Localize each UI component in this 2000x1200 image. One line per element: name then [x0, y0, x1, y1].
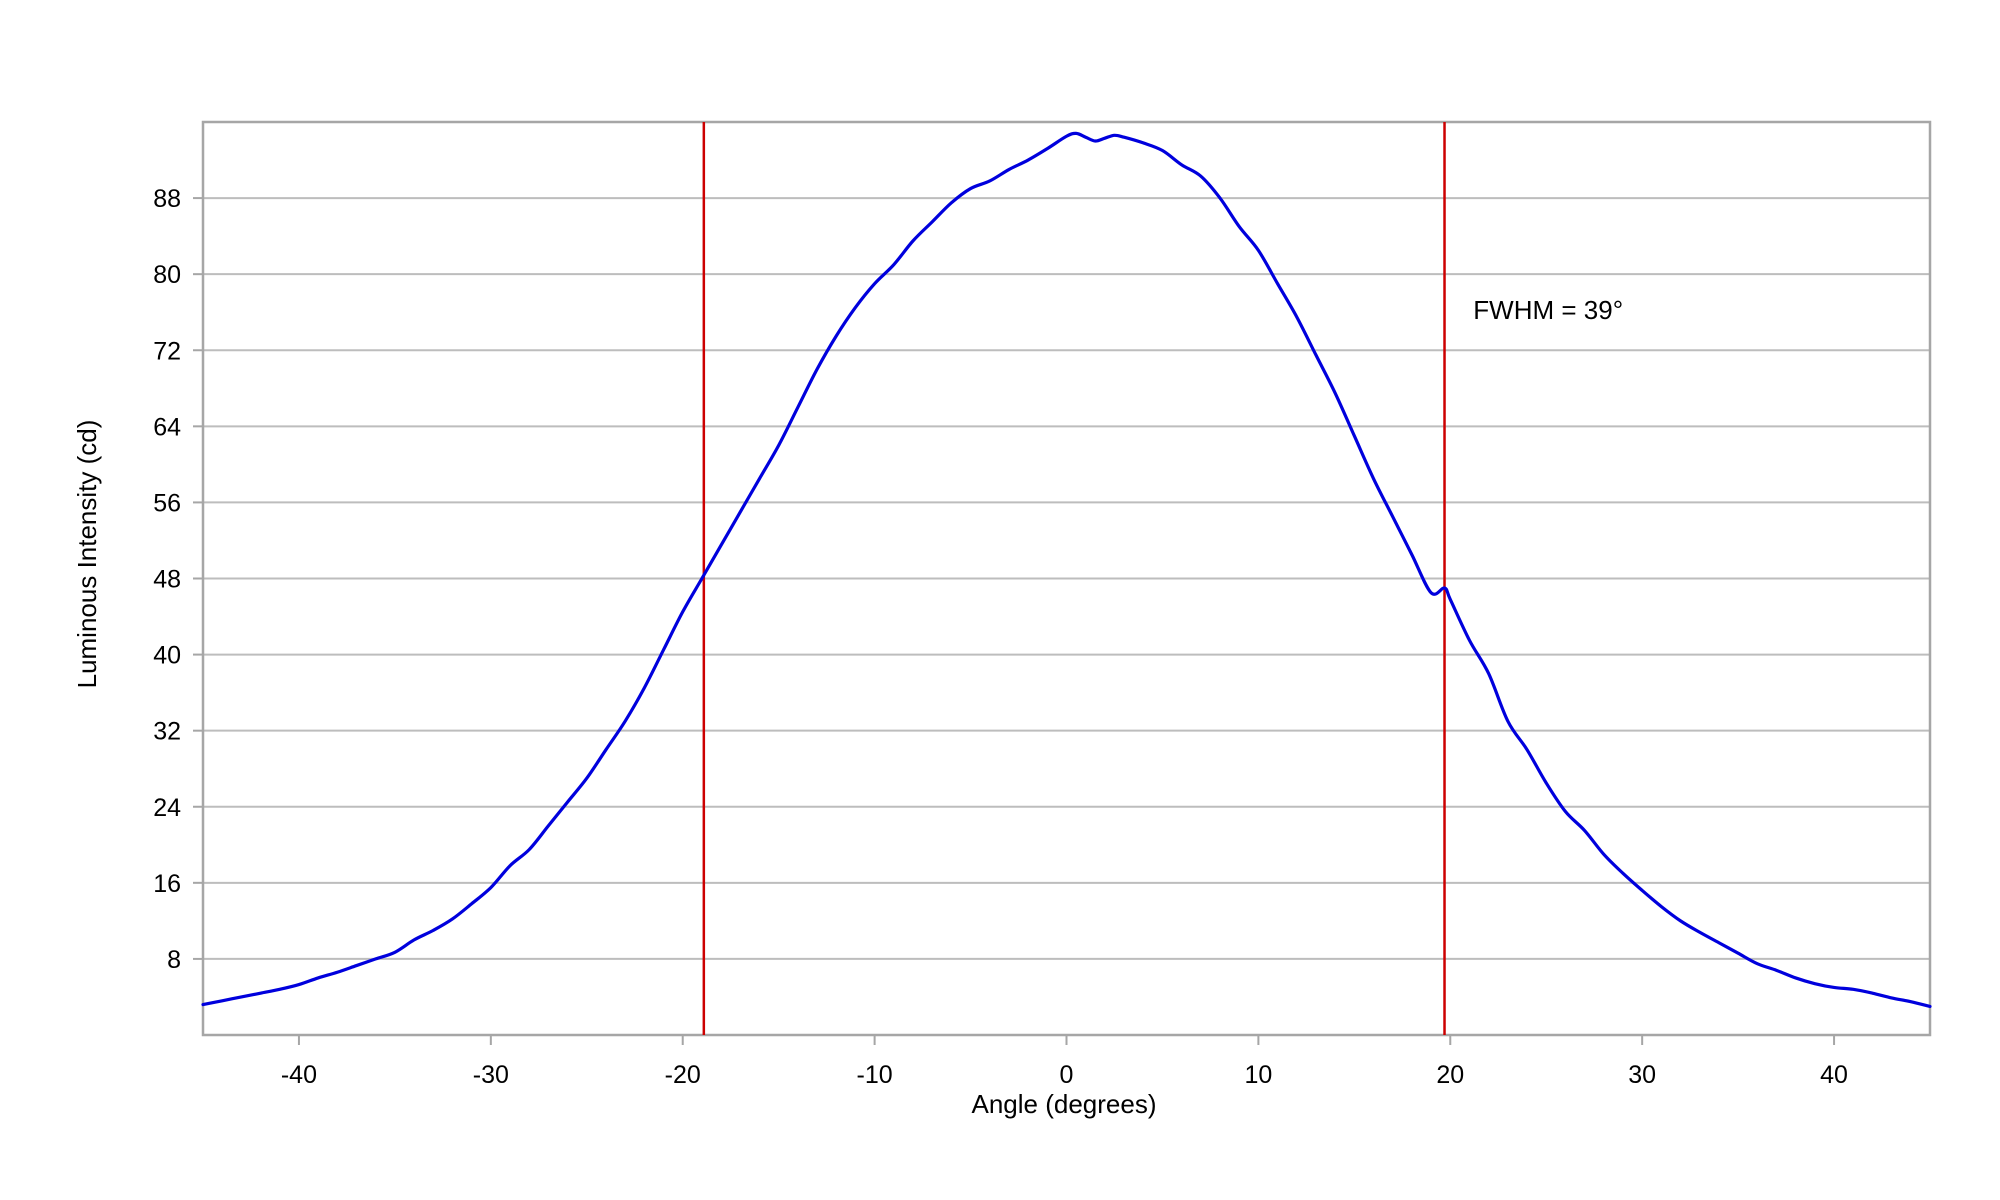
- y-axis-ticks: 8 16 24 32 40 48 56 64 72 80 88: [153, 185, 203, 974]
- x-tick-label: 0: [1060, 1061, 1074, 1089]
- x-axis-title: Angle (degrees): [972, 1089, 1157, 1119]
- y-tick-label: 64: [153, 413, 181, 441]
- x-tick-label: -20: [665, 1061, 701, 1089]
- y-tick-label: 56: [153, 489, 181, 517]
- y-axis-title: Luminous Intensity (cd): [72, 420, 102, 689]
- x-axis-ticks: -40 -30 -20 -10 0 10 20 30 40: [281, 1035, 1848, 1089]
- y-tick-label: 72: [153, 337, 181, 365]
- x-tick-label: 40: [1820, 1061, 1848, 1089]
- annotations: FWHM = 39°: [1473, 295, 1623, 325]
- x-tick-label: -30: [473, 1061, 509, 1089]
- y-tick-label: 88: [153, 185, 181, 213]
- series-line: [201, 131, 1932, 1009]
- y-tick-label: 32: [153, 718, 181, 746]
- gridlines: [203, 197, 1930, 960]
- x-tick-label: -40: [281, 1061, 317, 1089]
- x-tick-label: -10: [857, 1061, 893, 1089]
- series-layer: [201, 131, 1932, 1009]
- y-tick-label: 24: [153, 794, 181, 822]
- y-tick-label: 8: [167, 946, 181, 974]
- fwhm-lines: [702, 122, 1446, 1035]
- y-tick-label: 16: [153, 870, 181, 898]
- y-tick-label: 40: [153, 642, 181, 670]
- y-tick-label: 48: [153, 566, 181, 594]
- x-tick-label: 10: [1244, 1061, 1272, 1089]
- fwhm-annotation: FWHM = 39°: [1473, 295, 1623, 325]
- y-tick-label: 80: [153, 261, 181, 289]
- x-tick-label: 30: [1628, 1061, 1656, 1089]
- x-tick-label: 20: [1436, 1061, 1464, 1089]
